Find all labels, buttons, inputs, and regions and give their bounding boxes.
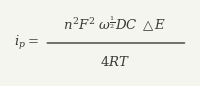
Text: $n^2F^2\;\omega^{\frac{1}{2}}DC\;\triangle E$: $n^2F^2\;\omega^{\frac{1}{2}}DC\;\triang… <box>63 15 167 34</box>
Text: $i_p=$: $i_p=$ <box>14 34 39 52</box>
Text: $4RT$: $4RT$ <box>100 55 130 69</box>
